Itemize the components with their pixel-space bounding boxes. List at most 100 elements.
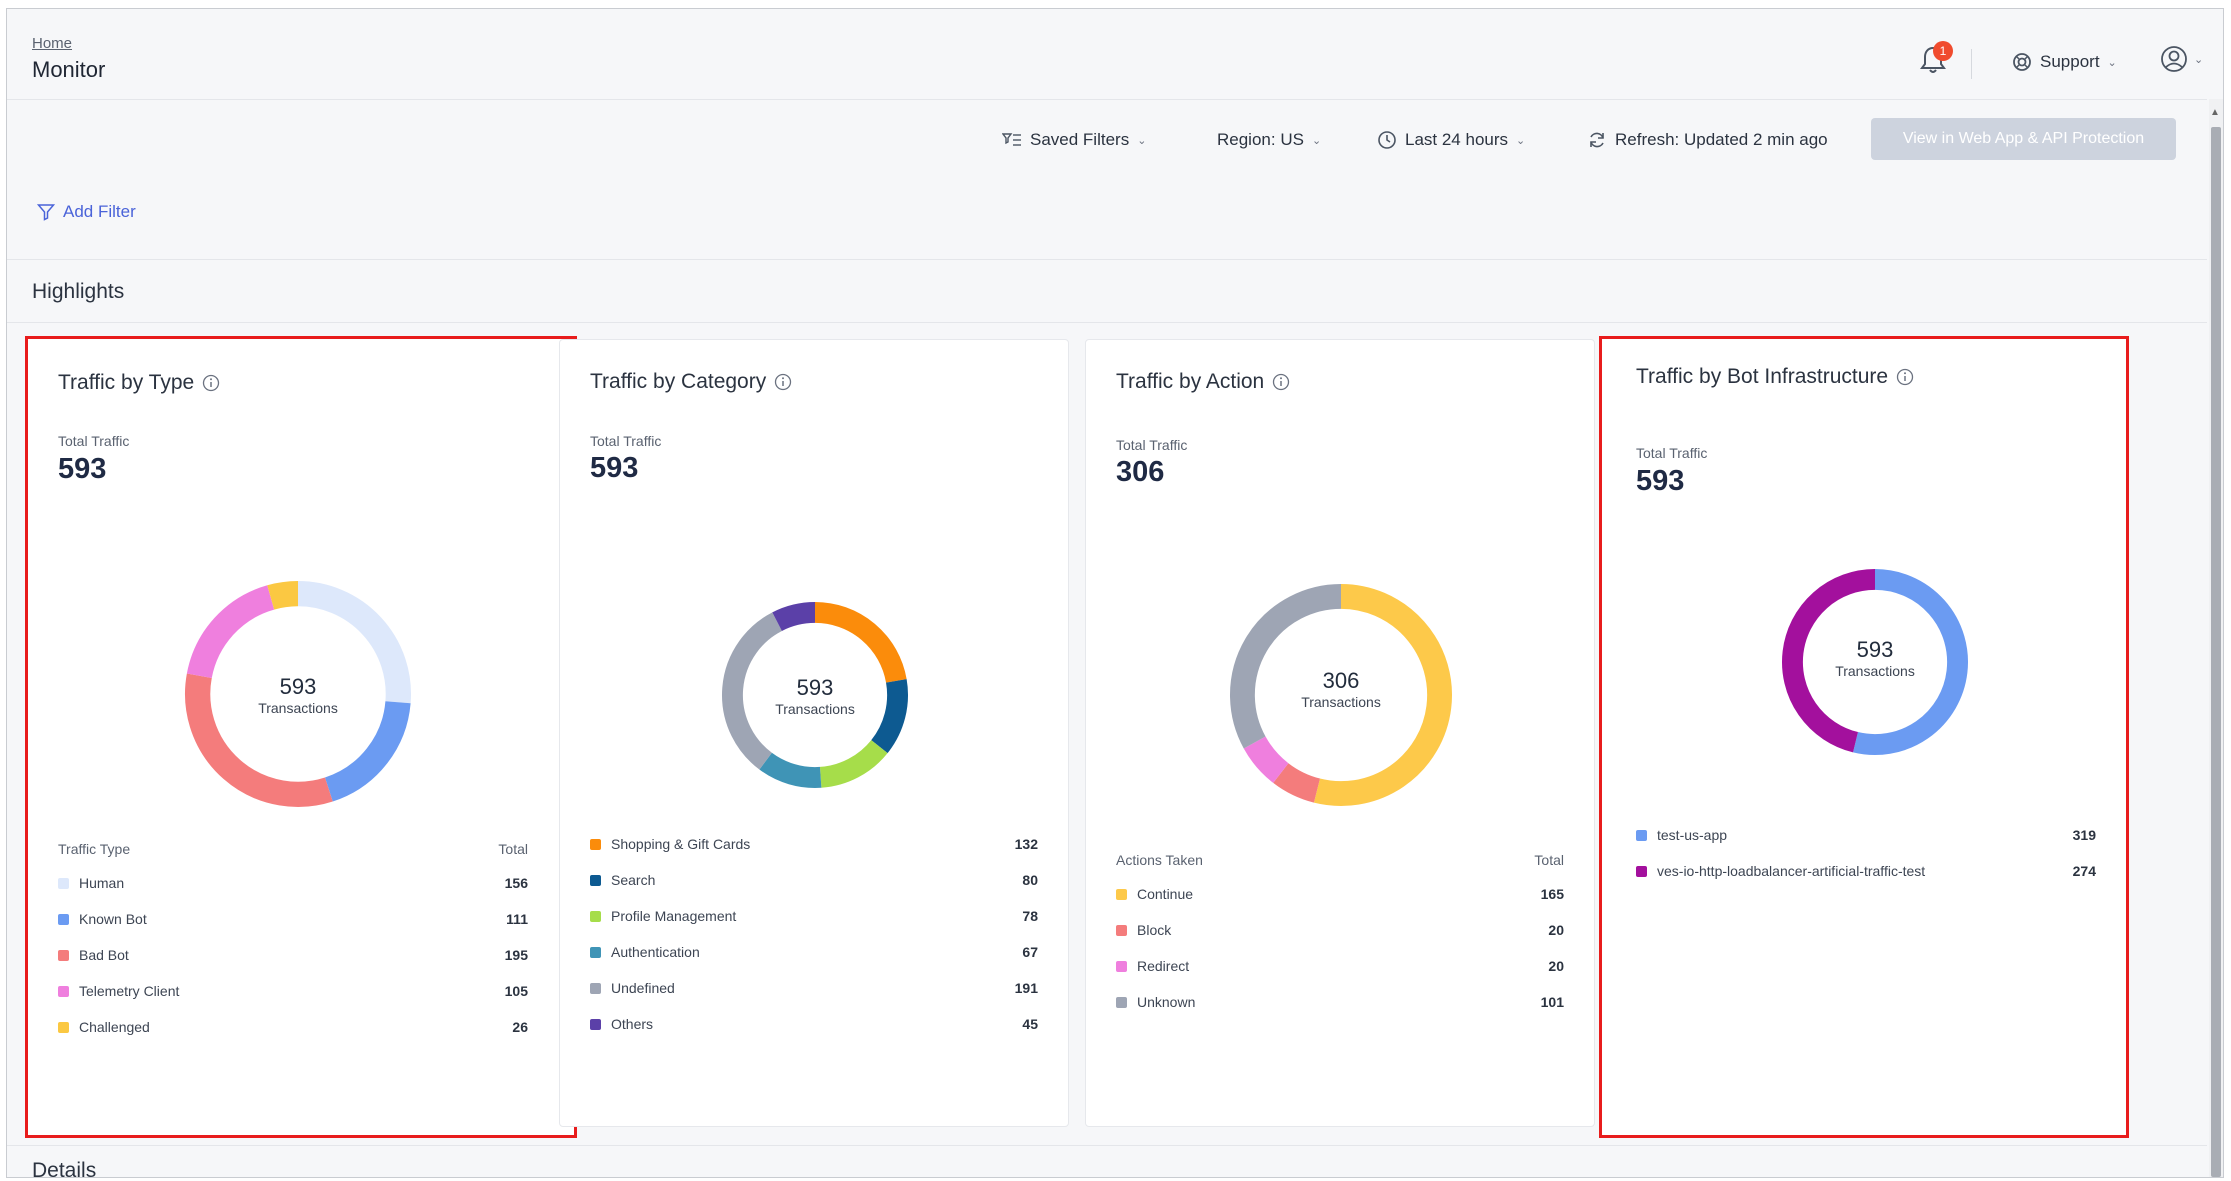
legend-column-type: Traffic Type	[58, 841, 131, 857]
scroll-up-arrow-icon[interactable]: ▲	[2210, 107, 2220, 118]
user-avatar-icon	[2161, 46, 2187, 72]
donut-segment-block[interactable]	[1273, 762, 1321, 803]
donut-center-value: 306	[1322, 668, 1360, 693]
donut-segment-undefined[interactable]	[722, 612, 783, 770]
time-range-label: Last 24 hours	[1405, 130, 1509, 149]
legend-item-left: Telemetry Client	[58, 983, 179, 999]
donut-center-label: 306 Transactions	[1261, 668, 1421, 710]
legend-swatch	[590, 838, 601, 850]
donut-segment-redirect[interactable]	[1243, 736, 1289, 783]
legend-item-label: Profile Management	[611, 908, 737, 924]
info-icon[interactable]	[1272, 373, 1290, 391]
donut-segment-unknown[interactable]	[1230, 584, 1342, 749]
legend-item[interactable]: Undefined 191	[590, 970, 1038, 1006]
traffic-category-legend: Shopping & Gift Cards 132 Search 80 Profile …	[590, 826, 1038, 1042]
saved-filters-label: Saved Filters	[1030, 130, 1130, 149]
time-range-dropdown[interactable]: Last 24 hours ⌄	[1377, 130, 1525, 150]
legend-item-label: Human	[79, 875, 125, 891]
funnel-icon	[37, 204, 55, 221]
legend-item-left: Shopping & Gift Cards	[590, 836, 750, 852]
legend-item-value: 26	[512, 1019, 528, 1035]
legend-item-label: Shopping & Gift Cards	[611, 836, 751, 852]
legend-item-label: ves-io-http-loadbalancer-artificial-traf…	[1657, 863, 1926, 879]
legend-swatch	[58, 949, 69, 961]
legend-item[interactable]: Known Bot 111	[58, 901, 528, 937]
donut-center-value: 593	[796, 675, 834, 700]
legend-item-value: 111	[506, 911, 528, 927]
donut-segment-shopping-gift-cards[interactable]	[814, 602, 907, 683]
legend-column-total: Total	[1534, 852, 1564, 868]
legend-item-label: Unknown	[1137, 994, 1196, 1010]
donut-segment-authentication[interactable]	[759, 752, 822, 788]
legend-item-value: 67	[1022, 944, 1038, 960]
legend-rows: Human 156 Known Bot 111 Bad Bot 195 Telemetry …	[58, 865, 528, 1045]
traffic-by-bot-infrastructure-card: Traffic by Bot Infrastructure Total Traf…	[1599, 336, 2129, 1138]
total-traffic-label: Total Traffic	[1116, 437, 1188, 453]
card-title: Traffic by Type	[58, 371, 220, 395]
chevron-down-icon: ⌄	[2194, 53, 2204, 66]
legend-item[interactable]: Block 20	[1116, 912, 1564, 948]
legend-item-left: ves-io-http-loadbalancer-artificial-traf…	[1636, 863, 1925, 879]
donut-segment-telemetry-client[interactable]	[186, 585, 275, 679]
legend-item[interactable]: Profile Management 78	[590, 898, 1038, 934]
legend-item[interactable]: Others 45	[590, 1006, 1038, 1042]
card-title-text: Traffic by Bot Infrastructure	[1636, 365, 1889, 388]
legend-item[interactable]: Telemetry Client 105	[58, 973, 528, 1009]
support-menu[interactable]: Support ⌄	[2012, 47, 2117, 77]
info-icon[interactable]	[202, 374, 220, 392]
donut-segment-challenged[interactable]	[267, 581, 299, 610]
legend-swatch	[590, 1018, 601, 1030]
legend-item-left: Continue	[1116, 886, 1193, 902]
donut-segment-human[interactable]	[297, 581, 411, 704]
legend-item-left: Redirect	[1116, 958, 1189, 974]
donut-segment-ves-io-http-loadbalancer-artificial-traffic-test[interactable]	[1782, 569, 1876, 753]
saved-filters-dropdown[interactable]: Saved Filters ⌄	[1002, 130, 1146, 150]
user-menu[interactable]: ⌄	[2160, 45, 2203, 73]
legend-item[interactable]: Redirect 20	[1116, 948, 1564, 984]
legend-item[interactable]: Unknown 101	[1116, 984, 1564, 1020]
refresh-button[interactable]: Refresh: Updated 2 min ago	[1587, 130, 1828, 150]
traffic-action-legend: Actions Taken Total Continue 165 Block 20 Re…	[1116, 852, 1564, 1020]
add-filter-button[interactable]: Add Filter	[37, 202, 136, 222]
donut-segment-bad-bot[interactable]	[185, 673, 333, 807]
legend-item[interactable]: Challenged 26	[58, 1009, 528, 1045]
legend-swatch	[58, 1021, 69, 1033]
legend-item-value: 132	[1014, 836, 1038, 852]
donut-segment-known-bot[interactable]	[324, 700, 411, 802]
donut-segment-others[interactable]	[772, 602, 816, 632]
chevron-down-icon: ⌄	[1516, 134, 1526, 147]
legend-item-label: Others	[611, 1016, 654, 1032]
card-title: Traffic by Bot Infrastructure	[1636, 365, 1914, 389]
scrollbar-thumb[interactable]	[2211, 127, 2221, 1177]
card-title: Traffic by Action	[1116, 370, 1290, 394]
legend-item-value: 20	[1548, 958, 1564, 974]
view-in-web-app-button[interactable]: View in Web App & API Protection	[1871, 118, 2176, 160]
info-icon[interactable]	[1896, 368, 1914, 386]
traffic-action-donut-chart	[1230, 584, 1452, 806]
donut-segment-continue[interactable]	[1313, 584, 1452, 806]
donut-center-value: 593	[1856, 637, 1894, 662]
legend-item[interactable]: test-us-app 319	[1636, 817, 2096, 853]
legend-item[interactable]: Continue 165	[1116, 876, 1564, 912]
donut-segment-profile-management[interactable]	[819, 739, 888, 788]
legend-item-value: 78	[1022, 908, 1038, 924]
legend-item[interactable]: Human 156	[58, 865, 528, 901]
app-window: Home Monitor 1 Support ⌄	[6, 8, 2224, 1178]
legend-swatch	[590, 946, 601, 958]
legend-item-value: 20	[1548, 922, 1564, 938]
legend-item[interactable]: Search 80	[590, 862, 1038, 898]
region-dropdown[interactable]: Region: US ⌄	[1217, 130, 1321, 150]
legend-item[interactable]: Bad Bot 195	[58, 937, 528, 973]
donut-segment-search[interactable]	[871, 679, 908, 754]
donut-segment-test-us-app[interactable]	[1853, 569, 1968, 755]
legend-item[interactable]: Shopping & Gift Cards 132	[590, 826, 1038, 862]
legend-item[interactable]: ves-io-http-loadbalancer-artificial-traf…	[1636, 853, 2096, 889]
traffic-by-action-card: Traffic by Action Total Traffic 306 306 …	[1085, 339, 1595, 1127]
lifebuoy-icon	[2013, 53, 2031, 71]
info-icon[interactable]	[774, 373, 792, 391]
legend-item-left: Challenged	[58, 1019, 150, 1035]
legend-item-value: 165	[1540, 886, 1564, 902]
legend-item[interactable]: Authentication 67	[590, 934, 1038, 970]
total-traffic-value: 593	[590, 452, 639, 484]
breadcrumb-home-link[interactable]: Home	[32, 35, 73, 52]
